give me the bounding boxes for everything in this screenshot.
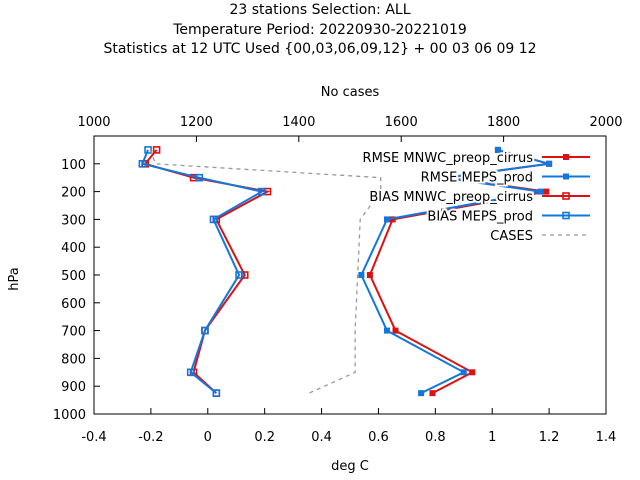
chart-title-line-1: 23 stations Selection: ALL: [229, 2, 411, 18]
data-point: [546, 160, 553, 167]
y-tick-label: 800: [61, 352, 86, 367]
x-tick-label: 0.4: [311, 430, 332, 445]
legend-swatch-marker: [562, 211, 570, 220]
data-point: [212, 389, 221, 397]
data-point: [144, 146, 152, 154]
x-tick-label: 0.6: [368, 430, 389, 445]
data-point: [537, 188, 544, 195]
x-tick-label: -0.4: [81, 430, 106, 445]
y-tick-label: 300: [61, 213, 86, 228]
x-tick-label: -0.2: [138, 430, 163, 445]
x-axis-ticks: -0.4 -0.2 0 0.2 0.4 0.6 0.8 1 1.2 1.4: [81, 408, 616, 445]
top-tick-label: 1600: [385, 115, 418, 130]
data-point: [494, 146, 501, 153]
data-point: [209, 215, 218, 224]
data-point: [235, 271, 243, 279]
x-tick-label: 1: [488, 430, 496, 445]
y-tick-label: 600: [61, 297, 86, 312]
data-point: [440, 174, 447, 181]
series-layer: [138, 146, 553, 397]
series-bias-meps-prod: [138, 146, 266, 397]
data-point: [392, 327, 399, 334]
series-rmse-meps-prod: [358, 146, 553, 397]
data-point: [258, 187, 266, 196]
x-tick-label: 1.4: [596, 430, 617, 445]
chart-title-line-2: Temperature Period: 20220930-20221019: [173, 22, 467, 38]
y-tick-label: 700: [61, 325, 86, 340]
x-tick-label: 0.8: [425, 430, 446, 445]
y-tick-label: 1000: [53, 408, 86, 423]
top-tick-label: 2000: [589, 115, 622, 130]
series-line: [140, 149, 265, 394]
legend-label: RMSE MEPS_prod: [421, 171, 533, 186]
y-tick-label: 900: [61, 380, 86, 395]
y-tick-label: 200: [61, 186, 86, 201]
data-point: [366, 272, 373, 278]
series-line: [368, 148, 550, 395]
x-axis-label: deg C: [331, 459, 369, 474]
x-tick-label: 0: [204, 430, 212, 445]
data-point: [358, 272, 365, 278]
data-point: [418, 390, 425, 397]
y-axis-ticks: 100 200 300 400 500 600 700 800 900 1000: [53, 158, 100, 423]
series-cases: [149, 149, 382, 394]
data-point: [543, 188, 550, 195]
legend-label: RMSE MNWC_preop_cirrus: [363, 151, 534, 166]
data-point: [389, 216, 396, 223]
data-point: [138, 160, 147, 168]
data-point: [152, 146, 161, 154]
series-line: [360, 148, 550, 395]
x2-axis-label: No cases: [321, 85, 380, 100]
data-point: [383, 327, 390, 334]
data-point: [201, 326, 209, 335]
y-tick-label: 100: [61, 158, 86, 173]
legend-swatch-marker: [562, 192, 570, 200]
x-tick-label: 0.2: [254, 430, 275, 445]
top-tick-label: 1800: [487, 115, 520, 130]
data-point: [469, 369, 476, 376]
series-line: [149, 149, 382, 394]
legend-swatch-marker: [563, 154, 569, 160]
legend-swatch-marker: [563, 173, 569, 180]
series-bias-mnwc-preop-cirrus: [141, 146, 272, 397]
y-tick-label: 500: [61, 269, 86, 284]
data-point: [186, 368, 195, 377]
legend: RMSE MNWC_preop_cirrus RMSE MEPS_prod BIAS…: [361, 149, 590, 246]
y-tick-label: 400: [61, 241, 86, 256]
top-tick-label: 1200: [180, 115, 213, 130]
data-point: [460, 369, 467, 376]
chart-title-line-3: Statistics at 12 UTC Used {00,03,06,09,1…: [103, 41, 537, 57]
legend-label: BIAS MNWC_preop_cirrus: [369, 190, 533, 205]
data-point: [195, 173, 204, 182]
series-line: [143, 149, 271, 394]
x-tick-label: 1.2: [539, 430, 560, 445]
top-axis-ticks: 1000 1200 1400 1600 1800 2000: [77, 115, 623, 142]
top-tick-label: 1000: [77, 115, 110, 130]
legend-label: CASES: [490, 229, 533, 244]
top-tick-label: 1400: [282, 115, 315, 130]
data-point: [383, 216, 390, 223]
legend-label: BIAS MEPS_prod: [427, 210, 533, 225]
y-axis-label: hPa: [7, 267, 22, 290]
data-point: [429, 390, 436, 397]
